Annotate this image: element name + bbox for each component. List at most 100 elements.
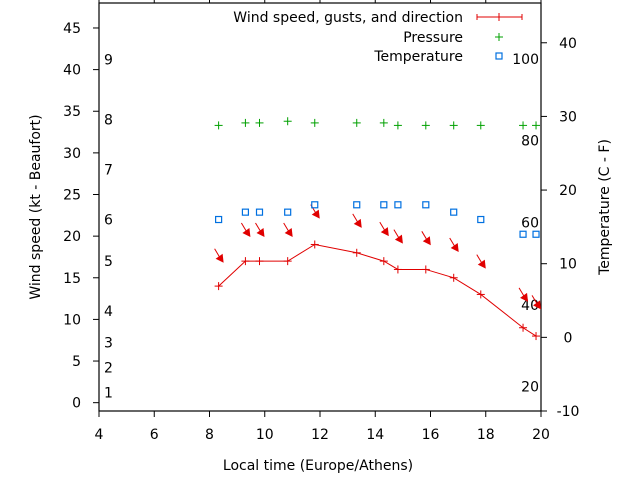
x-tick-label: 16 xyxy=(422,427,440,443)
gust-direction-arrow xyxy=(255,222,265,237)
pressure-point xyxy=(379,118,388,127)
temperature-point xyxy=(532,230,540,238)
pressure-point xyxy=(283,117,292,126)
wind-speed-point xyxy=(255,257,264,266)
temperature-point xyxy=(255,208,264,216)
x-axis-label: Local time (Europe/Athens) xyxy=(223,458,413,474)
fahrenheit-label: 40 xyxy=(521,298,539,314)
temperature-point xyxy=(380,201,388,209)
arrow-head xyxy=(284,227,293,237)
arrow-head xyxy=(422,236,431,246)
scale-annotations: 1 2 3 4 5 6 7 8 9 20 40 60 80 100 xyxy=(104,52,539,402)
gust-direction-arrow xyxy=(214,248,224,263)
legend-label: Wind speed, gusts, and direction xyxy=(233,10,463,26)
temperature-point xyxy=(394,201,402,209)
gust-direction-arrow xyxy=(476,254,486,269)
y-tick-label: 35 xyxy=(63,104,81,120)
beaufort-label: 6 xyxy=(104,212,113,228)
y2-tick-label: 20 xyxy=(559,183,577,199)
temperature-point xyxy=(450,208,458,216)
plot-frame xyxy=(98,2,542,412)
y2-tick-label: 10 xyxy=(559,257,577,273)
y-axis-label: Wind speed (kt - Beaufort) xyxy=(28,114,44,299)
y-tick-label: 45 xyxy=(63,21,81,37)
x-tick-label: 12 xyxy=(311,427,329,443)
x-tick-label: 14 xyxy=(366,427,384,443)
arrow-head xyxy=(256,227,265,237)
y-tick-label: 0 xyxy=(72,396,81,412)
pressure-point xyxy=(241,118,250,127)
legend-label: Temperature xyxy=(373,49,463,65)
wind-speed-point xyxy=(449,273,458,282)
pressure-point xyxy=(449,121,458,130)
arrow-head xyxy=(520,292,529,302)
wind-speed-point xyxy=(421,265,430,274)
pressure-point xyxy=(421,121,430,130)
plot-border xyxy=(98,2,542,412)
beaufort-label: 5 xyxy=(104,254,113,270)
pressure-point xyxy=(214,121,223,130)
wind-speed-point xyxy=(283,257,292,266)
gust-direction-arrow xyxy=(449,237,459,252)
wind-speed-point xyxy=(352,248,361,257)
arrow-head xyxy=(353,218,362,228)
legend-label: Pressure xyxy=(403,30,463,46)
legend-temperature-sample xyxy=(495,52,503,60)
x-tick-label: 8 xyxy=(205,427,214,443)
y-tick-label: 15 xyxy=(63,271,81,287)
wind-speed-point xyxy=(393,265,402,274)
beaufort-label: 1 xyxy=(104,386,113,402)
wind-speed-point xyxy=(532,332,541,341)
y2-tick-label: 30 xyxy=(559,109,577,125)
wind-speed-point xyxy=(214,282,223,291)
y2-tick-label: 40 xyxy=(559,36,577,52)
wind-speed-point xyxy=(241,257,250,266)
gust-direction-arrow xyxy=(393,229,403,244)
y-tick-label: 25 xyxy=(63,188,81,204)
pressure-point xyxy=(476,121,485,130)
x-tick-label: 6 xyxy=(150,427,159,443)
series-layer xyxy=(214,117,542,341)
gust-direction-arrow xyxy=(283,222,293,237)
beaufort-label: 8 xyxy=(104,113,113,129)
y-tick-label: 30 xyxy=(63,146,81,162)
pressure-point xyxy=(310,118,319,127)
arrow-head xyxy=(394,234,403,244)
y2-axis-label: Temperature (C - F) xyxy=(597,139,613,276)
temperature-point xyxy=(519,230,527,238)
y-tick-label: 5 xyxy=(72,354,81,370)
arrow-head xyxy=(242,227,251,237)
temperature-point xyxy=(353,201,361,209)
y-axis-ticks: 0 5 10 15 20 25 30 35 40 45 xyxy=(63,21,99,412)
pressure-point xyxy=(519,121,528,130)
temperature-point xyxy=(477,215,485,224)
arrow-head xyxy=(380,227,389,237)
arrow-head xyxy=(533,300,542,310)
fahrenheit-label: 80 xyxy=(521,134,539,150)
y-tick-label: 20 xyxy=(63,229,81,245)
wind-speed-line xyxy=(218,243,537,337)
y-tick-label: 40 xyxy=(63,63,81,79)
x-tick-label: 4 xyxy=(95,427,104,443)
arrow-head xyxy=(215,253,224,263)
beaufort-label: 9 xyxy=(104,53,113,69)
pressure-point xyxy=(255,118,264,127)
beaufort-label: 3 xyxy=(104,336,113,352)
gust-direction-arrow xyxy=(240,222,251,237)
x-tick-label: 20 xyxy=(532,427,550,443)
y2-tick-label: 0 xyxy=(564,330,573,346)
beaufort-label: 4 xyxy=(104,304,113,320)
gust-direction-arrow xyxy=(421,231,431,246)
beaufort-label: 2 xyxy=(104,361,113,377)
pressure-point xyxy=(352,118,361,127)
temperature-point xyxy=(284,208,292,216)
fahrenheit-label: 60 xyxy=(521,215,539,231)
y-tick-label: 10 xyxy=(63,312,81,328)
pressure-point xyxy=(393,121,402,130)
fahrenheit-label: 100 xyxy=(512,52,539,68)
y2-axis-ticks: -10 0 10 20 30 40 xyxy=(541,36,579,420)
pressure-point xyxy=(532,121,541,130)
temperature-point xyxy=(422,201,430,209)
arrow-head xyxy=(450,242,459,252)
